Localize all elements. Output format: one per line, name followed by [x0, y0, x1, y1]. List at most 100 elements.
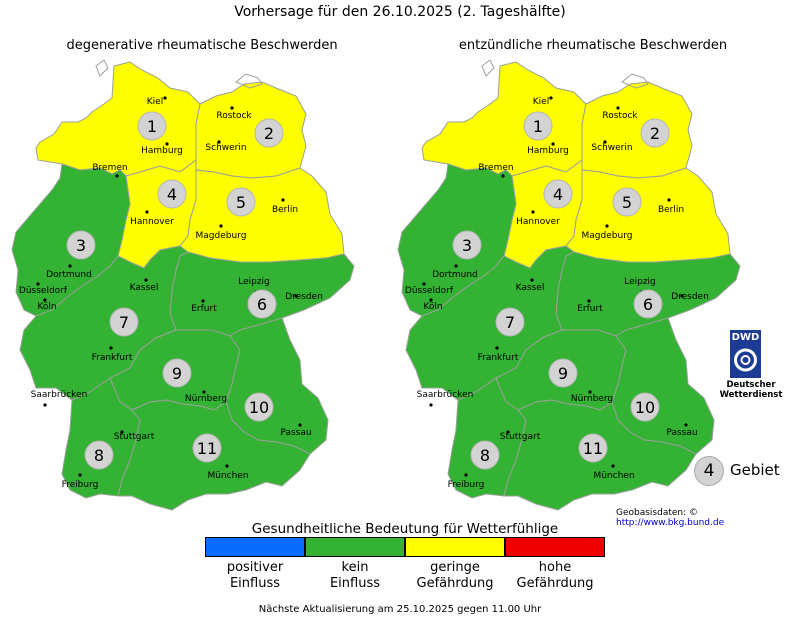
- region-number-circle: [452, 230, 482, 260]
- city-dot: [120, 430, 124, 434]
- city-label: Nürnberg: [185, 394, 227, 404]
- legend-swatch-low: [405, 537, 505, 557]
- region-number: 8: [94, 446, 104, 465]
- region-number-circle: [612, 187, 642, 217]
- legend-label-line2: Gefährdung: [516, 576, 594, 591]
- region-number: 3: [462, 236, 472, 255]
- city-label: Leipzig: [624, 277, 656, 287]
- city-label: Saarbrücken: [31, 390, 88, 400]
- region-number: 11: [583, 439, 603, 458]
- city-label: München: [593, 471, 634, 481]
- region-number: 6: [643, 295, 653, 314]
- city-label: Passau: [280, 428, 311, 438]
- city-dot: [78, 473, 82, 477]
- city-label: Passau: [666, 428, 697, 438]
- region-number-circle: [157, 179, 187, 209]
- map-regions: [11, 59, 355, 511]
- city-label: Erfurt: [577, 304, 603, 314]
- map-labels: Kiel Rostock Hamburg Schwerin Bremen Hannover…: [19, 96, 323, 490]
- city-dot: [115, 174, 119, 178]
- city-label: Frankfurt: [92, 353, 133, 363]
- city-label: Rostock: [602, 111, 638, 121]
- city-label: Dresden: [285, 292, 323, 302]
- city-label: Hamburg: [527, 146, 569, 156]
- city-dot: [684, 423, 688, 427]
- legend-swatch-high: [505, 537, 605, 557]
- legend-label-line1: geringe: [430, 560, 480, 575]
- city-dot: [294, 294, 298, 298]
- city-label: Berlin: [272, 205, 298, 215]
- region-number: 6: [257, 295, 267, 314]
- city-label: Düsseldorf: [19, 286, 68, 296]
- city-dot: [298, 423, 302, 427]
- region-number-circle: [254, 118, 284, 148]
- legend-label-high: hohe Gefährdung: [495, 560, 615, 592]
- city-dot: [36, 282, 40, 286]
- city-label: Kiel: [533, 97, 549, 107]
- legend-label-line2: Einfluss: [229, 576, 281, 591]
- geobasis-credit: Geobasisdaten: © http://www.bkg.bund.de: [616, 508, 800, 528]
- city-label: Dortmund: [46, 270, 92, 280]
- city-dot: [145, 210, 149, 214]
- region-5: [179, 167, 345, 263]
- city-label: Schwerin: [591, 143, 632, 153]
- region-2: [581, 81, 693, 179]
- city-label: Rostock: [216, 111, 252, 121]
- legend-label-line2: Einfluss: [329, 576, 381, 591]
- legend-label-positive: positiver Einfluss: [195, 560, 315, 592]
- city-label: Leipzig: [238, 277, 270, 287]
- region-number-circle: [84, 440, 114, 470]
- city-label: Bremen: [478, 163, 513, 173]
- legend-label-none: kein Einfluss: [295, 560, 415, 592]
- city-label: Schwerin: [205, 143, 246, 153]
- region-number: 3: [76, 236, 86, 255]
- legend-label-line1: positiver: [226, 560, 284, 575]
- city-dot: [551, 142, 555, 146]
- city-dot: [429, 298, 433, 302]
- city-dot: [429, 403, 433, 407]
- region-number: 10: [249, 398, 269, 417]
- region-number: 2: [650, 124, 660, 143]
- city-dot: [144, 278, 148, 282]
- city-label: Köln: [423, 302, 442, 312]
- dwd-logo-mark: DWD: [730, 330, 761, 378]
- city-dot: [464, 473, 468, 477]
- update-note: Nächste Aktualisierung am 25.10.2025 geg…: [258, 604, 542, 615]
- region-number: 4: [167, 185, 177, 204]
- region-number-circle: [162, 358, 192, 388]
- dwd-logo: DWD Deutscher Wetterdienst: [716, 330, 786, 400]
- city-label: Kiel: [147, 97, 163, 107]
- city-dot: [531, 210, 535, 214]
- city-label: Magdeburg: [582, 231, 633, 241]
- city-label: Dresden: [671, 292, 709, 302]
- city-dot: [495, 346, 499, 350]
- region-number: 10: [635, 398, 655, 417]
- legend-label-low: geringe Gefährdung: [395, 560, 515, 592]
- region-number: 9: [558, 364, 568, 383]
- city-label: Berlin: [658, 205, 684, 215]
- page-title: Vorhersage für den 26.10.2025 (2. Tagesh…: [234, 4, 566, 20]
- city-label: Hannover: [130, 217, 174, 227]
- city-dot: [616, 106, 620, 110]
- city-label: Stuttgart: [114, 432, 155, 442]
- city-dot: [225, 464, 229, 468]
- city-label: Hamburg: [141, 146, 183, 156]
- map-right-title: entzündliche rheumatische Beschwerden: [458, 38, 728, 53]
- region-number-circle: [137, 111, 167, 141]
- city-dot: [217, 140, 221, 144]
- geobasis-link[interactable]: http://www.bkg.bund.de: [616, 518, 725, 528]
- map-labels: Kiel Rostock Hamburg Schwerin Bremen Hannover…: [405, 96, 709, 490]
- city-label: Hannover: [516, 217, 560, 227]
- legend-label-line2: Gefährdung: [416, 576, 494, 591]
- region-number: 8: [480, 446, 490, 465]
- legend-label-line1: kein: [341, 560, 369, 575]
- region-number: 9: [172, 364, 182, 383]
- city-dot: [611, 464, 615, 468]
- city-dot: [281, 198, 285, 202]
- legend-swatch-positive: [205, 537, 305, 557]
- dwd-abbr: DWD: [731, 332, 760, 343]
- city-dot: [501, 174, 505, 178]
- city-dot: [587, 299, 591, 303]
- region-1: [421, 61, 587, 177]
- region-number: 1: [147, 117, 157, 136]
